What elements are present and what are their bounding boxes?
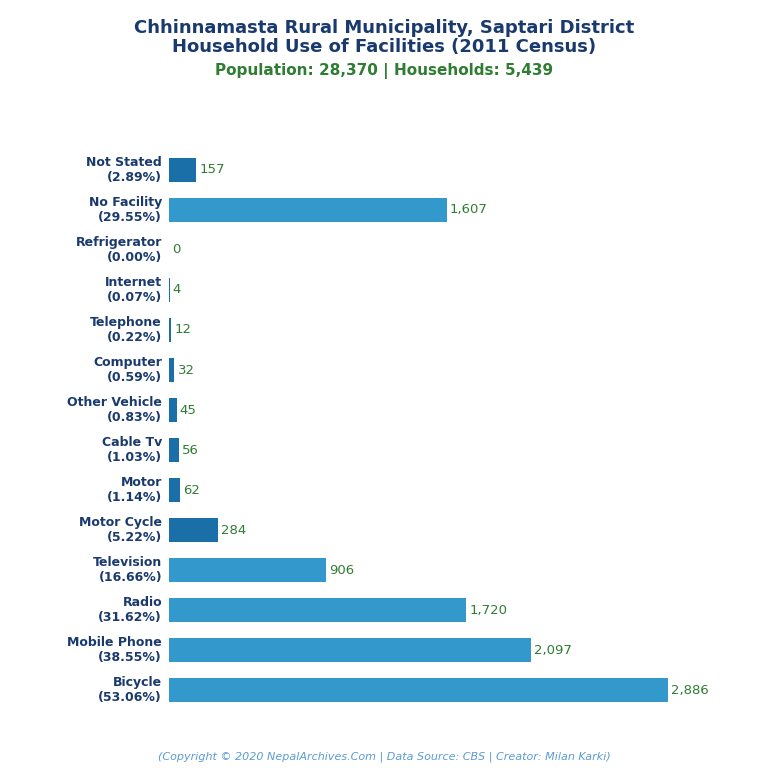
Bar (169, 157, 196, 182)
Bar (169, 518, 218, 542)
Text: 45: 45 (180, 403, 197, 416)
Bar (169, 558, 326, 582)
Bar (169, 198, 447, 222)
Text: Population: 28,370 | Households: 5,439: Population: 28,370 | Households: 5,439 (215, 63, 553, 79)
Text: 1,607: 1,607 (450, 204, 488, 217)
Text: (Copyright © 2020 NepalArchives.Com | Data Source: CBS | Creator: Milan Karki): (Copyright © 2020 NepalArchives.Com | Da… (157, 751, 611, 762)
Text: 906: 906 (329, 564, 354, 577)
Text: 2,886: 2,886 (670, 684, 709, 697)
Text: Chhinnamasta Rural Municipality, Saptari District: Chhinnamasta Rural Municipality, Saptari… (134, 19, 634, 37)
Bar (169, 358, 174, 382)
Bar (169, 398, 177, 422)
Text: 62: 62 (183, 484, 200, 497)
Text: Household Use of Facilities (2011 Census): Household Use of Facilities (2011 Census… (172, 38, 596, 56)
Bar (169, 478, 180, 502)
Bar (169, 678, 667, 703)
Text: 56: 56 (182, 444, 199, 457)
Bar (169, 438, 179, 462)
Text: 32: 32 (177, 363, 194, 376)
Bar (169, 598, 466, 622)
Text: 0: 0 (172, 243, 180, 257)
Text: 1,720: 1,720 (469, 604, 508, 617)
Text: 284: 284 (221, 524, 247, 537)
Text: 12: 12 (174, 323, 191, 336)
Text: 157: 157 (199, 164, 225, 177)
Bar (169, 638, 531, 662)
Text: 2,097: 2,097 (535, 644, 572, 657)
Text: 4: 4 (173, 283, 181, 296)
Bar (169, 318, 171, 342)
